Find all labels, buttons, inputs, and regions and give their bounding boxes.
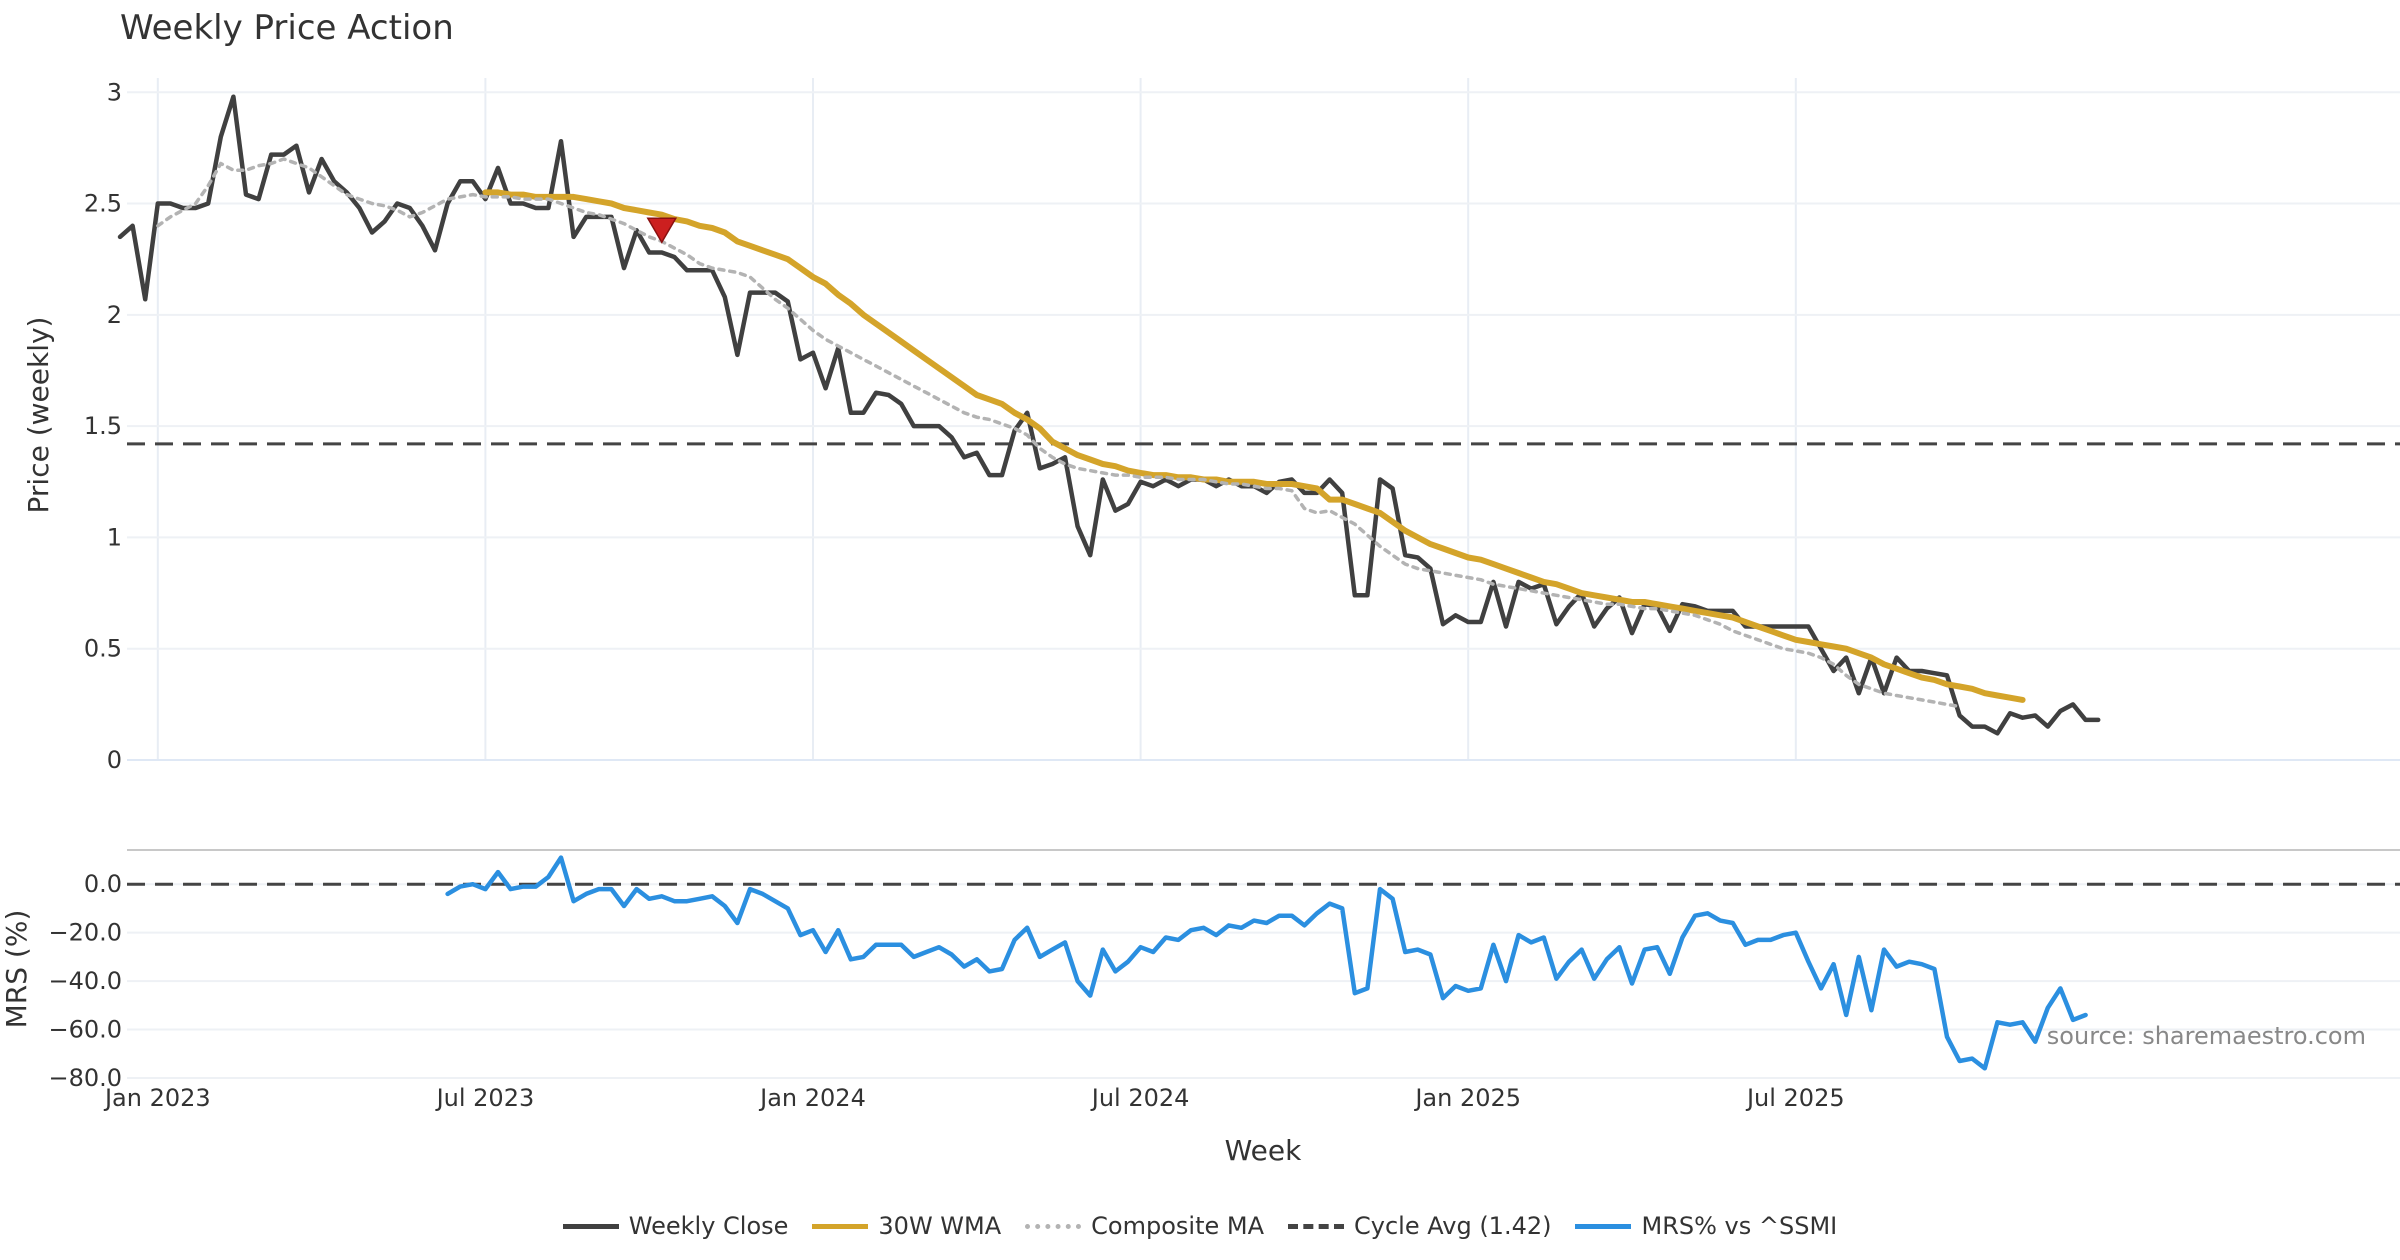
y-tick-label: 2: [107, 301, 122, 329]
gridlines: [127, 78, 2400, 1079]
legend-label: Cycle Avg (1.42): [1354, 1212, 1552, 1240]
y-tick-label: −20.0: [48, 919, 122, 947]
y-tick-label: 1: [107, 523, 122, 551]
y-tick-label: −40.0: [48, 967, 122, 995]
legend-label: 30W WMA: [878, 1212, 1002, 1240]
y-tick-label: 0.0: [84, 870, 122, 898]
series-30w-wma: [482, 189, 2026, 703]
legend-swatch: [812, 1223, 869, 1229]
series-mrs-vs-ssmi: [445, 855, 2088, 1071]
legend-item: MRS% vs ^SSMI: [1575, 1212, 1837, 1240]
legend-label: Weekly Close: [628, 1212, 789, 1240]
y-tick-label: 1.5: [84, 412, 122, 440]
y-tick-label: 0.5: [84, 635, 122, 663]
x-tick-label: Jul 2023: [435, 1084, 535, 1112]
y-tick-label: −80.0: [48, 1064, 122, 1092]
x-tick-label: Jan 2025: [1413, 1084, 1521, 1112]
x-tick-label: Jan 2024: [758, 1084, 866, 1112]
legend: Weekly Close 30W WMA Composite MA Cycle Avg…: [0, 1212, 2400, 1240]
legend-swatch: [1288, 1223, 1345, 1229]
legend-swatch: [1025, 1223, 1082, 1229]
legend-swatch: [562, 1223, 619, 1229]
series-lines: [117, 94, 2101, 1071]
y-tick-label: 3: [107, 78, 122, 106]
legend-item: Weekly Close: [562, 1212, 789, 1240]
x-axis-title: Week: [1225, 1134, 1302, 1167]
y-tick-label: 2.5: [84, 190, 122, 218]
sell-signal-marker: [646, 217, 678, 244]
legend-label: MRS% vs ^SSMI: [1641, 1212, 1838, 1240]
source-note: source: sharemaestro.com: [2047, 1022, 2366, 1050]
legend-item: 30W WMA: [812, 1212, 1001, 1240]
tick-labels: 00.511.522.530.0−20.0−40.0−60.0−80.0Jan …: [48, 78, 1844, 1112]
x-tick-label: Jul 2024: [1090, 1084, 1190, 1112]
y-tick-label: 0: [107, 746, 122, 774]
y-tick-label: −60.0: [48, 1016, 122, 1044]
reference-lines: [127, 442, 2400, 886]
y-axis-title: MRS (%): [0, 910, 33, 1029]
legend-label: Composite MA: [1091, 1212, 1265, 1240]
legend-swatch: [1575, 1223, 1632, 1229]
markers: [646, 217, 678, 244]
y-axis-title: Price (weekly): [22, 317, 55, 514]
series-composite-ma: [156, 157, 1962, 709]
legend-item: Cycle Avg (1.42): [1288, 1212, 1551, 1240]
x-tick-label: Jul 2025: [1745, 1084, 1845, 1112]
axis-titles: Price (weekly) MRS (%) Week source: sharema…: [0, 317, 2366, 1167]
legend-item: Composite MA: [1025, 1212, 1264, 1240]
chart-title: Weekly Price Action: [120, 8, 454, 48]
x-tick-label: Jan 2023: [103, 1084, 211, 1112]
